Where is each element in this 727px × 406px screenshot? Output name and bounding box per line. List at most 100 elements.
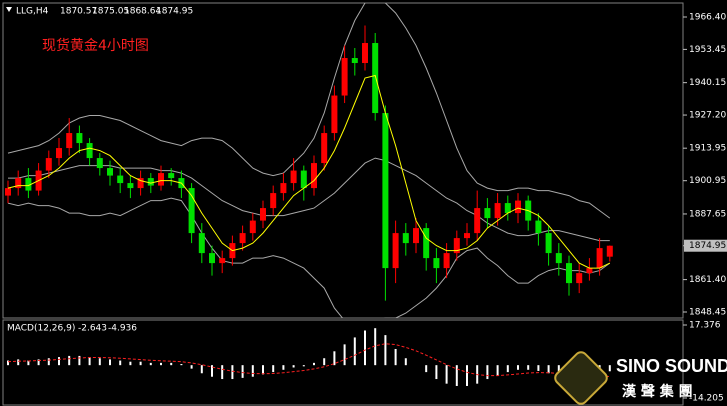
y-tick-label: 1966.40 [689, 13, 726, 23]
macd-bar [211, 365, 213, 377]
macd-bar [537, 365, 540, 371]
macd-bar [241, 365, 244, 378]
signal-line [7, 343, 610, 378]
macd-bar [180, 364, 183, 366]
candle-body [392, 233, 399, 269]
candle-body [362, 43, 368, 64]
menu-icon [6, 7, 12, 12]
logo-name: SINO SOUND [616, 356, 727, 376]
candle-body [209, 253, 215, 264]
candle-body [576, 273, 583, 284]
candle-body [494, 203, 501, 219]
logo-emblem [554, 351, 608, 405]
macd-bar [98, 358, 101, 366]
y-tick-label: 1848.45 [689, 307, 726, 317]
macd-bar [272, 365, 275, 373]
macd-bar [17, 359, 20, 366]
price-marker [684, 239, 727, 252]
candle-body [423, 228, 430, 259]
macd-bar [221, 365, 224, 380]
macd-bar [190, 365, 193, 369]
candle-body [372, 43, 379, 114]
candle-body [331, 95, 338, 134]
y-tick-label: -14.205 [689, 394, 724, 404]
candle-body [311, 163, 317, 189]
candle-body [484, 208, 491, 219]
macd-bar [302, 365, 305, 367]
candle-body [45, 158, 52, 171]
macd-value: -2.643 [78, 324, 107, 334]
macd-bar [27, 360, 30, 366]
macd-bar [527, 365, 530, 370]
y-tick-label: 1900.95 [689, 176, 726, 186]
candle-body [606, 245, 613, 257]
axes: 1966.40 1953.45 1940.15 1927.20 1913.95 1900.… [683, 13, 727, 404]
chart-title: 现货黄金4小时图 [42, 37, 149, 54]
candle-body [96, 158, 103, 169]
candle-body [300, 170, 307, 189]
macd-bar [282, 365, 285, 370]
candle-body [290, 170, 297, 184]
macd-bar [149, 362, 152, 366]
macd-bar [425, 365, 428, 373]
candle-body [168, 173, 175, 179]
macd-bar [608, 365, 611, 372]
macd-bar [262, 365, 264, 375]
signal-value: -4.936 [108, 324, 137, 334]
candle-body [515, 200, 521, 214]
y-tick-label: 1861.40 [689, 275, 726, 285]
macd-bar [7, 360, 9, 366]
candle-body [555, 253, 562, 264]
candle-body [107, 168, 113, 176]
macd-bar [292, 365, 295, 368]
macd-bar [119, 360, 122, 366]
macd-bar [58, 357, 60, 366]
candle-body [76, 133, 83, 144]
candle-body [535, 220, 542, 234]
candle-body [433, 258, 440, 269]
macd-bar [404, 358, 407, 366]
low-value: 1868.64 [124, 7, 161, 17]
candle-body [15, 178, 22, 189]
macd-label: MACD(12,26,9) [7, 324, 75, 334]
macd-bar [231, 365, 234, 380]
candle-body [474, 208, 481, 234]
macd-bar [78, 355, 81, 366]
high-value: 1875.05 [92, 7, 129, 17]
macd-bar [47, 358, 50, 366]
candle-body [249, 220, 256, 234]
y-tick-label: 1887.65 [689, 209, 726, 219]
logo: SINO SOUND 漢 聲 集 團 [554, 351, 727, 405]
macd-plot [7, 328, 611, 386]
macd-bar [88, 357, 91, 366]
macd-bar [384, 335, 387, 366]
macd-bar [364, 330, 366, 366]
band-middle [8, 157, 610, 242]
candle-body [596, 248, 603, 269]
open-value: 1870.57 [60, 7, 97, 17]
macd-bar [68, 355, 71, 366]
macd-bar [170, 362, 173, 366]
macd-bar [466, 365, 468, 386]
candle-body [566, 263, 572, 284]
macd-bar [517, 365, 519, 370]
moving-average [7, 74, 611, 269]
macd-bar [506, 365, 509, 373]
macd-bar [109, 359, 111, 366]
macd-bar [394, 348, 397, 366]
candle-body [147, 178, 154, 186]
macd-bar [547, 365, 550, 374]
candle-body [198, 233, 205, 254]
macd-bar [435, 365, 438, 380]
macd-panel-frame [2, 319, 684, 406]
candle-body [382, 113, 389, 269]
macd-bar [455, 365, 458, 386]
candle-body [270, 193, 277, 209]
macd-bar [139, 361, 142, 366]
macd-bar [129, 361, 132, 366]
macd-bar [496, 365, 499, 376]
close-value: 1874.95 [156, 7, 193, 17]
macd-bar [486, 365, 489, 380]
